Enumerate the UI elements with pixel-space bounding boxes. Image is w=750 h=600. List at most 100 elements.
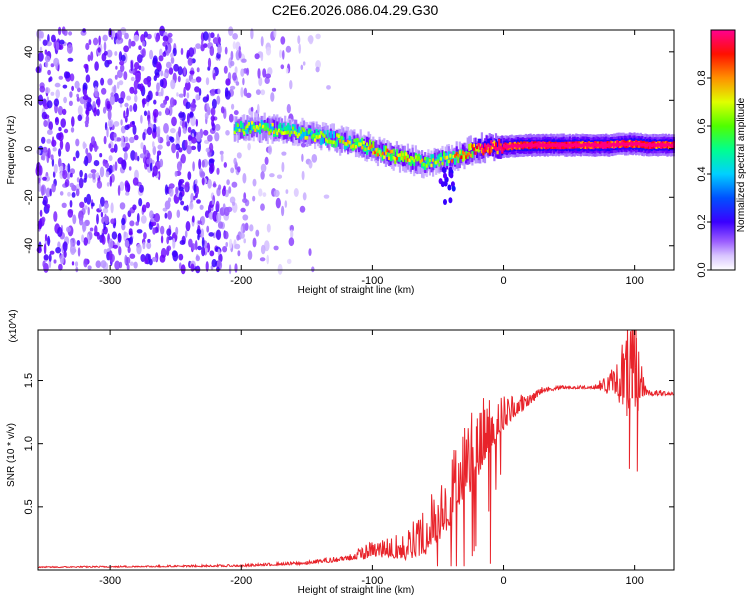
heatmap-ridge-cell (496, 141, 499, 153)
heatmap-ridge-cell (565, 144, 568, 148)
heatmap-ridge-cell (387, 156, 391, 160)
heatmap-ridge-cell (389, 154, 392, 162)
heatmap-noise-cell (89, 227, 94, 232)
heatmap-noise-cell (117, 233, 122, 242)
heatmap-ridge-cell (469, 143, 472, 151)
heatmap-ridge-cell (380, 153, 383, 157)
heatmap-noise-cell (46, 203, 51, 210)
heatmap-noise-cell (196, 67, 200, 73)
heatmap-ridge-cell (262, 124, 265, 129)
heatmap-noise-cell (95, 172, 100, 179)
heatmap-noise-cell (69, 182, 75, 188)
heatmap-noise-cell (99, 166, 105, 178)
heatmap-noise-cell (101, 53, 107, 62)
heatmap-ridge-cell (240, 123, 243, 127)
heatmap-ridge-cell (668, 142, 671, 147)
heatmap-noise-cell (61, 202, 67, 208)
heatmap-noise-cell (206, 225, 210, 233)
heatmap-noise-cell (67, 191, 71, 197)
heatmap-ridge-cell (603, 142, 606, 147)
heatmap-noise-cell (118, 246, 122, 256)
heatmap-noise-cell (247, 142, 251, 151)
heatmap-noise-cell (140, 215, 147, 224)
heatmap-ridge-cell (419, 155, 422, 163)
snr-y-axis: 0.5 1.0 1.5 (23, 373, 674, 514)
heatmap-noise-cell (60, 118, 66, 128)
heatmap-noise-cell (126, 107, 129, 118)
heatmap-ridge-cell (336, 139, 339, 147)
heatmap-noise-cell (140, 142, 144, 150)
heatmap-noise-cell (75, 188, 80, 197)
heatmap-ridge-cell (329, 140, 332, 144)
heatmap-ridge-cell (469, 146, 472, 158)
heatmap-noise-cell (205, 261, 209, 272)
heatmap-noise-cell (281, 151, 287, 156)
heatmap-ridge-cell (502, 144, 505, 148)
heatmap-ridge-cell (347, 140, 350, 144)
heatmap-noise-cell (238, 50, 242, 59)
heatmap-noise-cell (195, 76, 202, 83)
heatmap-noise-cell (91, 202, 95, 207)
heatmap-noise-cell (224, 46, 228, 55)
heatmap-noise-cell (226, 179, 230, 186)
heatmap-noise-cell (172, 237, 176, 249)
heatmap-noise-cell (70, 127, 75, 133)
heatmap-ridge-cell (243, 122, 246, 134)
heatmap-ridge-cell (265, 125, 268, 130)
heatmap-noise-cell (191, 215, 195, 223)
heatmap-noise-cell (121, 217, 126, 226)
heatmap-noise-cell (285, 189, 289, 194)
heatmap-noise-cell (143, 77, 150, 85)
x-tick-label: 0 (500, 575, 506, 587)
heatmap-noise-cell (204, 112, 209, 120)
heatmap-noise-cell (280, 36, 286, 45)
heatmap-ridge-cell (488, 147, 491, 155)
heatmap-ridge-cell (273, 130, 276, 134)
heatmap-ridge-cell (559, 143, 562, 147)
heatmap-noise-cell (238, 46, 241, 52)
heatmap-ridge-cell (353, 143, 356, 151)
heatmap-ridge-cell (507, 144, 510, 149)
heatmap-noise-cell (214, 123, 221, 132)
heatmap-noise-cell (141, 48, 146, 58)
heatmap-ridge-cell (252, 125, 255, 130)
heatmap-noise-cell (240, 87, 244, 98)
heatmap-ridge-cell (361, 145, 364, 150)
heatmap-noise-cell (228, 238, 233, 249)
heatmap-noise-cell (107, 103, 111, 110)
heatmap-ridge-cell (241, 122, 244, 130)
colorbar-tick-label: 0.2 (696, 214, 708, 229)
heatmap-ridge-cell (406, 154, 409, 162)
heatmap-ridge-cell (468, 151, 471, 156)
heatmap-noise-cell (214, 89, 218, 94)
heatmap-noise-cell (85, 147, 89, 155)
heatmap-noise-cell (282, 50, 285, 60)
heatmap-ridge-cell (650, 143, 653, 148)
heatmap-noise-cell (279, 49, 282, 58)
heatmap-noise-cell (260, 36, 264, 47)
heatmap-ridge-cell (556, 142, 559, 147)
heatmap-noise-cell (120, 141, 126, 148)
heatmap-noise-cell (216, 167, 220, 175)
heatmap-noise-cell (151, 256, 157, 262)
heatmap-ridge-layer (233, 111, 675, 205)
heatmap-noise-cell (127, 246, 131, 253)
heatmap-noise-cell (167, 32, 173, 38)
heatmap-ridge-cell (318, 129, 321, 137)
y-tick-label: -40 (23, 238, 35, 254)
heatmap-noise-cell (114, 51, 118, 56)
heatmap-ridge-cell (477, 143, 480, 147)
heatmap-ridge-cell (428, 158, 431, 163)
heatmap-ridge-cell (260, 119, 263, 127)
heatmap-noise-cell (124, 239, 130, 248)
heatmap-noise-cell (243, 192, 247, 201)
heatmap-noise-cell (157, 150, 162, 156)
heatmap-noise-cell (196, 131, 202, 143)
heatmap-ridge-cell (428, 159, 431, 167)
heatmap-noise-cell (44, 55, 51, 63)
heatmap-ridge-cell (321, 133, 324, 137)
heatmap-noise-cell (142, 98, 146, 108)
heatmap-ridge-cell (627, 142, 630, 147)
x-tick-label: -100 (361, 575, 383, 587)
heatmap-noise-cell (259, 257, 266, 262)
